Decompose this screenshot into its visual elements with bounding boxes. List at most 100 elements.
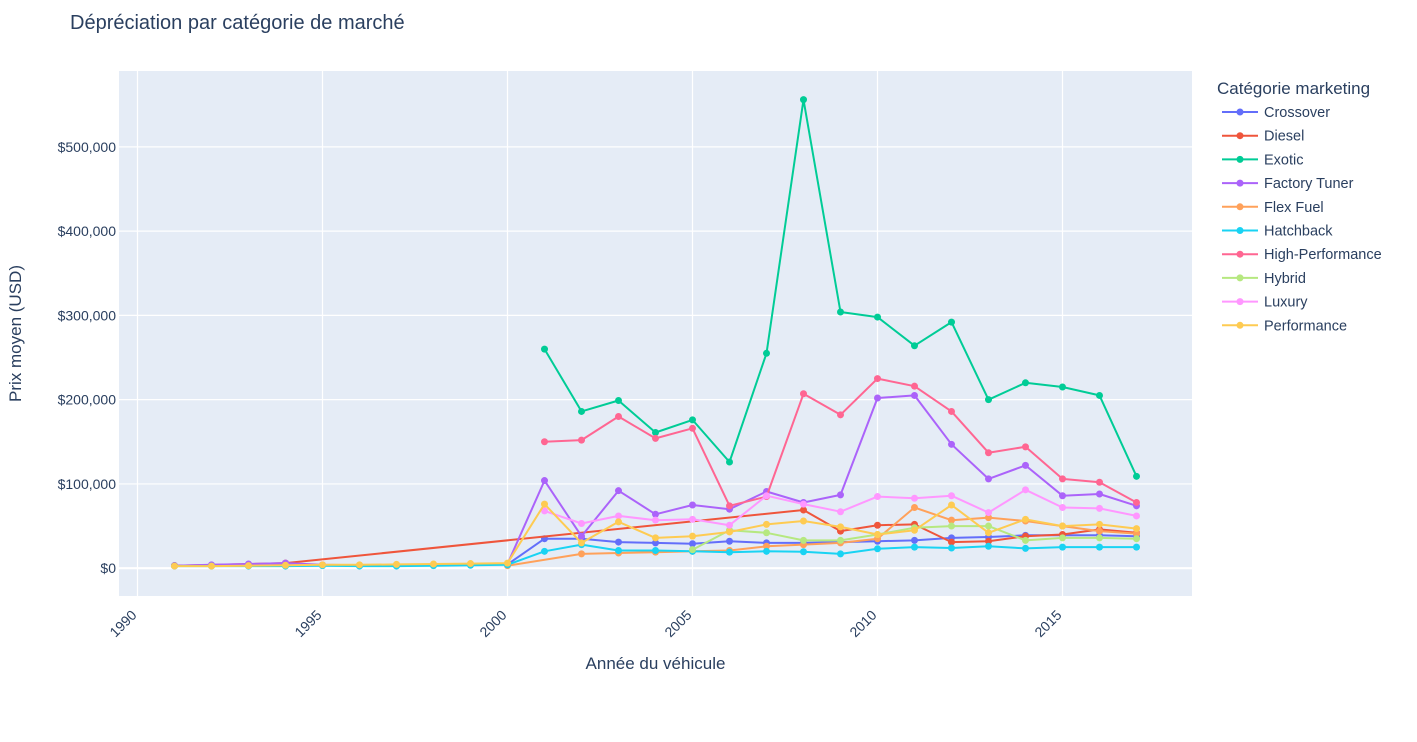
data-point[interactable] (837, 491, 844, 499)
data-point[interactable] (578, 407, 585, 415)
data-point[interactable] (1133, 512, 1140, 520)
data-point[interactable] (689, 546, 696, 554)
data-point[interactable] (1059, 475, 1066, 483)
data-point[interactable] (911, 342, 918, 350)
data-point[interactable] (837, 308, 844, 316)
data-point[interactable] (689, 416, 696, 424)
data-point[interactable] (1096, 534, 1103, 542)
data-point[interactable] (948, 318, 955, 326)
data-point[interactable] (1133, 535, 1140, 543)
data-point[interactable] (800, 548, 807, 556)
data-point[interactable] (615, 396, 622, 404)
data-point[interactable] (874, 394, 881, 402)
data-point[interactable] (1059, 383, 1066, 391)
data-point[interactable] (689, 532, 696, 540)
data-point[interactable] (837, 536, 844, 544)
data-point[interactable] (319, 561, 326, 569)
data-point[interactable] (356, 561, 363, 569)
data-point[interactable] (504, 559, 511, 567)
data-point[interactable] (726, 502, 733, 510)
data-point[interactable] (1022, 461, 1029, 469)
data-point[interactable] (837, 550, 844, 558)
data-point[interactable] (1022, 515, 1029, 523)
data-point[interactable] (578, 550, 585, 558)
data-point[interactable] (467, 560, 474, 568)
data-point[interactable] (763, 349, 770, 357)
data-point[interactable] (874, 545, 881, 553)
data-point[interactable] (578, 436, 585, 444)
data-point[interactable] (985, 396, 992, 404)
data-point[interactable] (837, 411, 844, 419)
data-point[interactable] (763, 529, 770, 537)
data-point[interactable] (763, 492, 770, 500)
data-point[interactable] (911, 504, 918, 512)
data-point[interactable] (726, 521, 733, 529)
data-point[interactable] (615, 518, 622, 526)
data-point[interactable] (578, 539, 585, 547)
data-point[interactable] (615, 546, 622, 554)
data-point[interactable] (911, 382, 918, 390)
data-point[interactable] (948, 407, 955, 415)
legend-item[interactable]: Hybrid (1222, 271, 1306, 287)
data-point[interactable] (911, 391, 918, 399)
data-point[interactable] (1096, 520, 1103, 528)
data-point[interactable] (541, 477, 548, 485)
data-point[interactable] (1022, 486, 1029, 494)
data-point[interactable] (615, 538, 622, 546)
data-point[interactable] (911, 543, 918, 551)
data-point[interactable] (837, 523, 844, 531)
data-point[interactable] (948, 492, 955, 500)
data-point[interactable] (837, 508, 844, 516)
data-point[interactable] (985, 529, 992, 537)
data-point[interactable] (652, 434, 659, 442)
data-point[interactable] (726, 458, 733, 466)
data-point[interactable] (948, 440, 955, 448)
data-point[interactable] (911, 526, 918, 534)
legend-item[interactable]: Hatchback (1222, 224, 1333, 240)
data-point[interactable] (689, 501, 696, 509)
data-point[interactable] (763, 520, 770, 528)
data-point[interactable] (911, 536, 918, 544)
data-point[interactable] (800, 96, 807, 104)
data-point[interactable] (985, 509, 992, 517)
data-point[interactable] (726, 528, 733, 536)
data-point[interactable] (541, 507, 548, 515)
data-point[interactable] (726, 537, 733, 545)
data-point[interactable] (541, 438, 548, 446)
data-point[interactable] (800, 390, 807, 398)
legend-item[interactable]: Diesel (1222, 129, 1304, 145)
data-point[interactable] (1133, 472, 1140, 480)
data-point[interactable] (1096, 543, 1103, 551)
data-point[interactable] (985, 514, 992, 522)
data-point[interactable] (1096, 490, 1103, 498)
legend-item[interactable]: Exotic (1222, 152, 1304, 168)
data-point[interactable] (874, 493, 881, 501)
data-point[interactable] (541, 500, 548, 508)
data-point[interactable] (985, 537, 992, 545)
data-point[interactable] (1096, 391, 1103, 399)
data-point[interactable] (1022, 379, 1029, 387)
data-point[interactable] (578, 520, 585, 528)
data-point[interactable] (689, 515, 696, 523)
legend[interactable]: Catégorie marketing Crossover Diesel Exoti… (1217, 79, 1382, 334)
data-point[interactable] (985, 542, 992, 550)
data-point[interactable] (948, 522, 955, 530)
legend-item[interactable]: Crossover (1222, 105, 1330, 121)
data-point[interactable] (985, 449, 992, 457)
data-point[interactable] (689, 424, 696, 432)
data-point[interactable] (874, 375, 881, 383)
data-point[interactable] (615, 512, 622, 520)
data-point[interactable] (726, 548, 733, 556)
data-point[interactable] (800, 506, 807, 514)
data-point[interactable] (1133, 498, 1140, 506)
data-point[interactable] (393, 560, 400, 568)
data-point[interactable] (1022, 443, 1029, 451)
data-point[interactable] (874, 313, 881, 321)
legend-item[interactable]: High-Performance (1222, 247, 1382, 263)
data-point[interactable] (652, 539, 659, 547)
data-point[interactable] (1096, 478, 1103, 486)
data-point[interactable] (874, 521, 881, 529)
data-point[interactable] (1059, 504, 1066, 512)
data-point[interactable] (763, 542, 770, 550)
data-point[interactable] (911, 494, 918, 502)
